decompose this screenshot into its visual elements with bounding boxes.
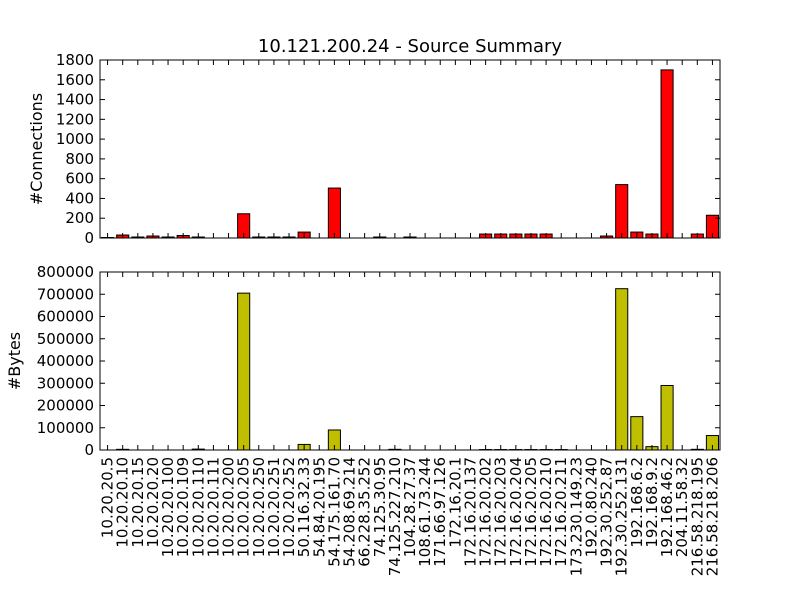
x-tick-label: 216.58.218.195 bbox=[688, 457, 706, 576]
x-tick-label: 10.20.20.20 bbox=[144, 457, 162, 548]
bytes-y-axis-label: #Bytes bbox=[5, 332, 24, 390]
x-tick-label: 104.28.27.37 bbox=[401, 457, 419, 557]
x-tick-label: 172.16.20.203 bbox=[492, 457, 510, 567]
x-tick-label: 54.208.69.214 bbox=[341, 457, 359, 567]
x-tick-label: 10.20.20.10 bbox=[114, 457, 132, 548]
x-tick-label: 172.16.20.137 bbox=[461, 457, 479, 567]
connections-y-tick-label: 400 bbox=[65, 189, 94, 207]
x-tick-label: 10.20.20.100 bbox=[159, 457, 177, 557]
chart-title: 10.121.200.24 - Source Summary bbox=[258, 36, 563, 57]
connections-y-tick-label: 1000 bbox=[56, 130, 94, 148]
connections-y-tick-label: 600 bbox=[65, 170, 94, 188]
x-tick-label: 10.20.20.200 bbox=[220, 457, 238, 557]
bytes-bar bbox=[660, 384, 674, 451]
bytes-chart: #Bytes 0 100000 200000 300000 400000 500000 60… bbox=[5, 263, 721, 459]
x-tick-label: 10.20.20.15 bbox=[129, 457, 147, 548]
connections-y-tick-label: 1200 bbox=[56, 110, 94, 128]
x-tick-label: 10.20.20.250 bbox=[250, 457, 268, 557]
x-tick-label: 172.16.20.210 bbox=[537, 457, 555, 567]
x-tick-label: 192.168.46.2 bbox=[658, 457, 676, 557]
x-tick-label: 108.61.73.244 bbox=[416, 457, 434, 567]
x-tick-label: 172.16.20.1 bbox=[446, 457, 464, 548]
x-tick-label: 192.30.252.87 bbox=[598, 457, 616, 567]
bytes-y-tick-label: 400000 bbox=[37, 352, 94, 370]
x-tick-label: 204.11.58.32 bbox=[673, 457, 691, 557]
x-tick-label: 10.20.20.111 bbox=[204, 457, 222, 557]
x-tick-label: 10.20.20.251 bbox=[265, 457, 283, 557]
connections-bar bbox=[327, 187, 341, 239]
connections-y-axis-label: #Connections bbox=[27, 93, 46, 205]
connections-bar bbox=[660, 69, 674, 239]
x-tick-label: 171.66.97.126 bbox=[431, 457, 449, 567]
connections-y-tick-label: 800 bbox=[65, 150, 94, 168]
x-tick-label: 172.16.20.202 bbox=[477, 457, 495, 567]
bytes-y-tick-label: 600000 bbox=[37, 308, 94, 326]
connections-y-tick-label: 1400 bbox=[56, 91, 94, 109]
x-tick-label: 74.125.30.95 bbox=[371, 457, 389, 557]
x-tick-label: 10.20.20.109 bbox=[174, 457, 192, 557]
x-tick-label: 10.20.20.205 bbox=[235, 457, 253, 557]
bytes-y-tick-label: 200000 bbox=[37, 397, 94, 415]
connections-bar bbox=[615, 184, 629, 239]
x-tick-label: 54.84.20.195 bbox=[310, 457, 328, 557]
x-tick-label: 192.0.80.240 bbox=[582, 457, 600, 557]
x-tick-label: 172.16.20.205 bbox=[522, 457, 540, 567]
bytes-y-tick-label: 800000 bbox=[37, 263, 94, 281]
x-tick-label: 50.116.32.33 bbox=[295, 457, 313, 557]
bytes-bar bbox=[237, 292, 251, 451]
x-tick-label: 192.168.9.2 bbox=[643, 457, 661, 548]
connections-y-tick-label: 200 bbox=[65, 209, 94, 227]
bytes-y-tick-label: 500000 bbox=[37, 330, 94, 348]
bytes-plot-area: 0 100000 200000 300000 400000 500000 600000 700… bbox=[37, 263, 721, 459]
x-tick-label: 74.125.227.210 bbox=[386, 457, 404, 576]
x-tick-label: 173.230.149.23 bbox=[567, 457, 585, 576]
x-tick-label: 172.16.20.211 bbox=[552, 457, 570, 567]
connections-y-tick-label: 1600 bbox=[56, 71, 94, 89]
bytes-y-tick-label: 700000 bbox=[37, 285, 94, 303]
connections-y-tick-label: 1800 bbox=[56, 51, 94, 69]
bytes-y-tick-label: 0 bbox=[84, 441, 94, 459]
x-tick-label: 10.20.20.5 bbox=[99, 457, 117, 538]
bytes-bar bbox=[615, 288, 629, 451]
x-tick-label: 192.168.6.2 bbox=[628, 457, 646, 548]
x-tick-label: 192.30.252.131 bbox=[613, 457, 631, 576]
x-tick-label: 10.20.20.110 bbox=[189, 457, 207, 557]
x-tick-label: 172.16.20.204 bbox=[507, 457, 525, 567]
bytes-y-tick-label: 300000 bbox=[37, 374, 94, 392]
x-tick-label: 54.175.161.70 bbox=[325, 457, 343, 567]
connections-y-tick-label: 0 bbox=[84, 229, 94, 247]
x-tick-label: 10.20.20.252 bbox=[280, 457, 298, 557]
bytes-y-tick-label: 100000 bbox=[37, 419, 94, 437]
x-tick-label: 66.228.35.252 bbox=[356, 457, 374, 567]
x-tick-labels: 10.20.20.510.20.20.1010.20.20.1510.20.20… bbox=[99, 457, 722, 576]
x-tick-label: 216.58.218.206 bbox=[703, 457, 721, 576]
